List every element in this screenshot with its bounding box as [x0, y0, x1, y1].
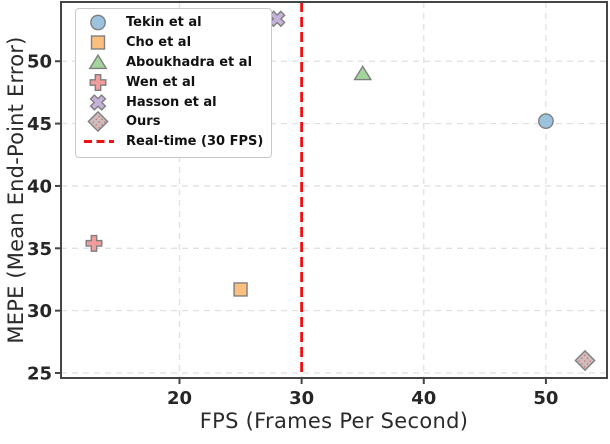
x-tick-label: 30: [289, 388, 314, 409]
marker-tekin-et-al: [538, 113, 554, 129]
x-axis-label: FPS (Frames Per Second): [199, 409, 469, 433]
legend-label: Real-time (30 FPS): [126, 134, 264, 150]
legend-label: Cho et al: [126, 35, 192, 51]
legend-x-marker-icon: [89, 93, 107, 111]
y-tick-label: 25: [27, 364, 52, 385]
circle-marker-icon: [90, 14, 106, 31]
legend-label: Ours: [126, 114, 161, 130]
legend-item: Tekin et al: [82, 13, 263, 33]
x-tick-label: 20: [167, 388, 192, 409]
legend-label: Hasson et al: [126, 94, 217, 110]
legend-diamond-marker-icon: [87, 111, 109, 133]
plot-border: [60, 1, 608, 379]
marker-ours: [574, 349, 596, 372]
marker-hasson-et-al: [268, 10, 286, 28]
x-tick-label: 40: [411, 388, 436, 409]
legend-label: Tekin et al: [126, 15, 202, 31]
marker-cho-et-al: [233, 282, 248, 297]
legend-dashed-line-icon: [84, 140, 114, 144]
legend-plus-marker-icon: [89, 73, 107, 91]
plus-marker-icon: [89, 73, 107, 91]
y-tick-label: 40: [27, 176, 52, 197]
legend-item: Hasson et al: [82, 92, 263, 112]
legend-square-marker-icon: [90, 35, 106, 50]
y-axis-label: MEPE (Mean End-Point Error): [4, 36, 28, 344]
legend-item: Ours: [82, 111, 263, 133]
marker-aboukhadra-et-al: [353, 64, 373, 81]
x-tick-label: 50: [533, 388, 558, 409]
y-tick-label: 30: [27, 301, 52, 322]
y-tick-label: 35: [27, 239, 52, 260]
legend-item: Aboukhadra et al: [82, 53, 263, 73]
legend-label: Aboukhadra et al: [126, 54, 253, 70]
diamond-marker-icon: [87, 111, 109, 133]
legend-label: Wen et al: [126, 74, 196, 90]
marker-wen-et-al: [85, 234, 103, 252]
legend-item: Real-time (30 FPS): [82, 132, 263, 152]
legend-triangle-marker-icon: [88, 53, 108, 70]
legend-box: Tekin et al Cho et al Aboukhadra et al Wen …: [75, 8, 273, 158]
y-tick-label: 45: [27, 114, 52, 135]
triangle-marker-icon: [88, 53, 108, 70]
square-marker-icon: [90, 35, 106, 50]
legend-item: Cho et al: [82, 33, 263, 53]
x-marker-icon: [89, 93, 107, 111]
y-tick-label: 50: [27, 52, 52, 73]
legend-item: Wen et al: [82, 72, 263, 92]
legend-circle-marker-icon: [90, 14, 106, 31]
